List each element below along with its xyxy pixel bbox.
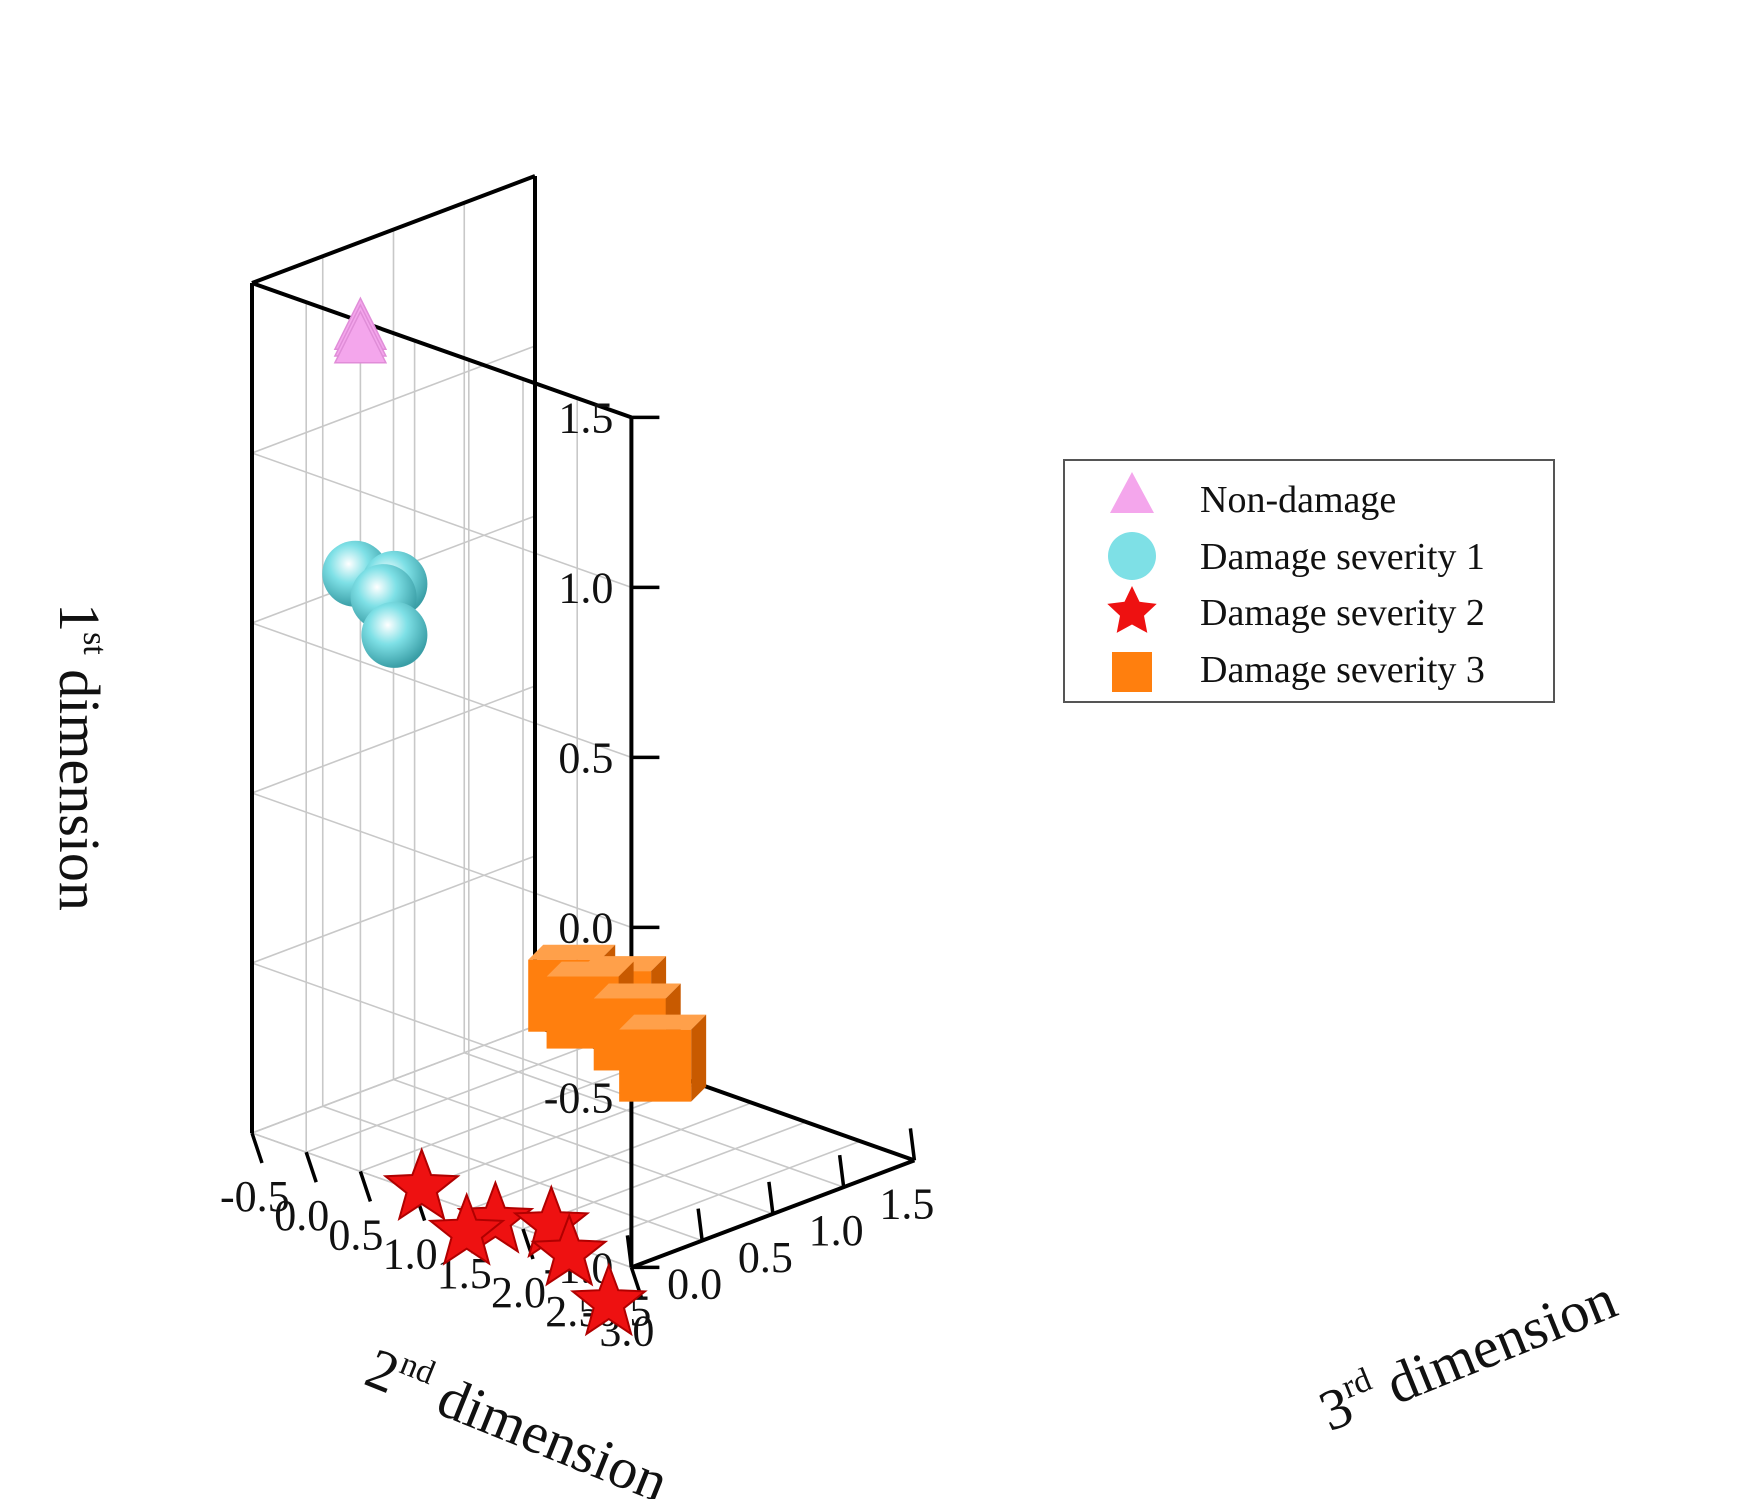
square-marker-icon [1112,652,1152,692]
legend-label-damage-severity-1: Damage severity 1 [1200,536,1485,578]
floor-grid-line [393,1078,774,1215]
left-wall-grid-line [251,962,632,1099]
second-axis-tick-label: -0.5 [220,1172,290,1221]
sphere-marker [361,601,428,668]
second-axis-tick-label: 2.0 [491,1268,546,1317]
first-axis-tick-label: 1.0 [558,563,613,612]
cube-top-face [593,983,681,999]
cube-top-face [528,944,616,960]
second-axis-title: 2nd dimension [357,1334,678,1499]
second-axis-tick [250,1132,264,1164]
data-marks [322,296,707,1337]
third-axis-tick [625,1235,634,1268]
first-axis-title: 1st dimension [47,603,113,911]
right-wall-grid-line [251,685,536,794]
legend-item-damage-severity-2: Damage severity 2 [1107,586,1485,634]
third-axis-tick [837,1154,846,1188]
triangle-marker-icon [1110,472,1154,513]
series-damage-severity-3 [528,944,707,1102]
frame-edge [251,174,536,285]
star-marker [382,1147,461,1222]
star-marker [427,1191,506,1266]
legend-item-damage-severity-1: Damage severity 1 [1108,532,1485,580]
axes-frame [250,174,916,1270]
star-marker [530,1212,609,1287]
left-wall-grid-line [251,792,632,929]
triangle-marker [333,310,388,364]
series-damage-severity-1 [322,540,428,668]
legend-label-non-damage: Non-damage [1200,479,1396,521]
cube-top-face [619,1014,707,1030]
cube-marker [619,1014,707,1102]
legend: Non-damage Damage severity 1 Damage seve… [1063,459,1555,703]
third-axis-tick [696,1208,704,1241]
circle-marker-icon [1108,532,1156,580]
first-axis-tick-label: 0.0 [558,903,613,952]
third-axis-title: 3rd dimension [1310,1265,1625,1444]
third-axis-tick-label: 1.0 [809,1206,864,1255]
cube-top-face [546,961,634,977]
legend-item-damage-severity-3: Damage severity 3 [1112,649,1485,692]
legend-label-damage-severity-2: Damage severity 2 [1200,592,1485,634]
star-marker [569,1262,648,1337]
second-axis-tick [304,1151,318,1183]
cube-side-face [691,1014,707,1102]
third-axis-tick [767,1181,775,1215]
first-axis-tick-label: -0.5 [544,1073,614,1122]
right-wall-grid-line [251,855,536,964]
cube-front-face [619,1029,692,1102]
legend-item-non-damage: Non-damage [1110,472,1396,521]
third-axis-tick-label: 1.5 [879,1179,934,1228]
third-axis-tick [908,1128,917,1161]
third-axis-tick-label: 0.5 [738,1233,793,1282]
frame-edge [251,281,633,420]
second-axis-tick [358,1170,373,1202]
floor-grid-line [322,1105,703,1242]
left-wall-grid-line [251,622,632,759]
series-damage-severity-2 [382,1147,648,1337]
left-wall-grid-line [251,452,632,589]
third-axis-tick-label: 0.0 [667,1260,722,1309]
first-axis-tick-label: 0.5 [558,733,613,782]
right-wall-grid-line [251,345,536,454]
series-non-damage [333,296,388,364]
second-axis-tick-label: 0.0 [274,1191,329,1240]
second-axis-tick-label: 1.0 [383,1230,438,1279]
star-marker-icon [1107,586,1157,633]
first-axis-tick-label: 1.5 [558,393,613,442]
second-axis-tick-label: 0.5 [328,1210,383,1259]
right-wall-grid-line [251,1025,536,1134]
legend-label-damage-severity-3: Damage severity 3 [1200,649,1485,691]
floor-grid-line [463,1051,844,1188]
